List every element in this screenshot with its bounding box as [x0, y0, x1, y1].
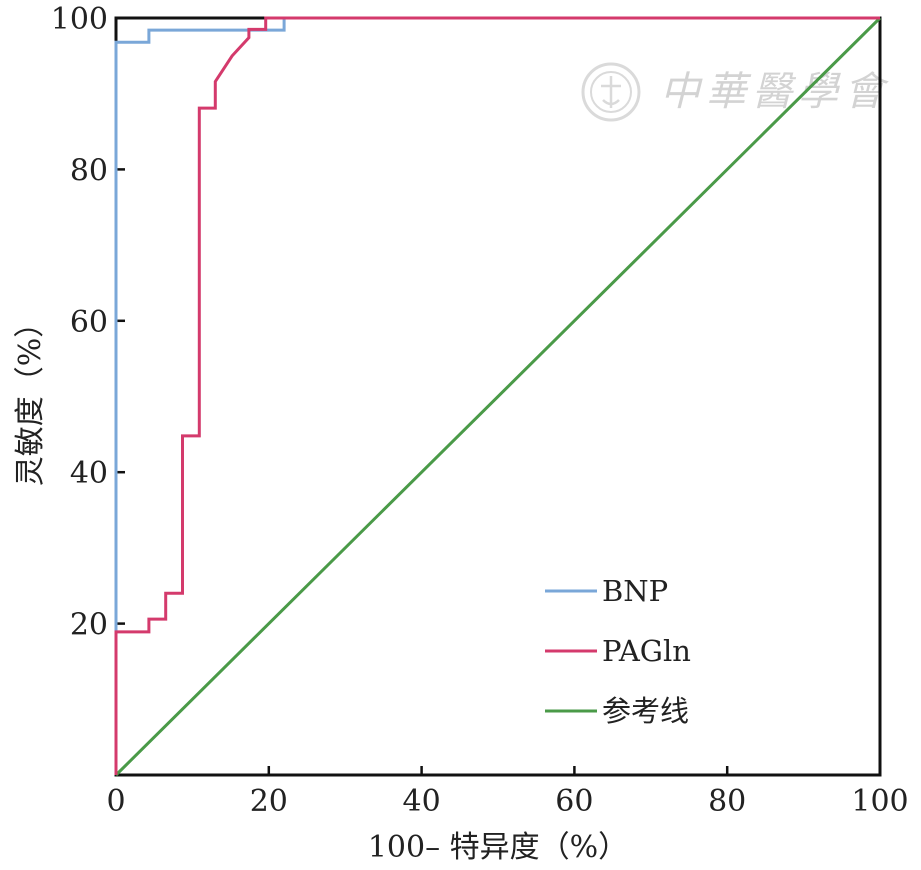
series-lines — [114, 16, 882, 777]
y-tick-label: 60 — [70, 305, 108, 340]
series-line-pagln — [114, 16, 880, 775]
legend: BNP PAGln 参考线 — [545, 574, 691, 728]
legend-label: PAGln — [602, 634, 691, 668]
y-axis-title: 灵敏度（%） — [13, 308, 48, 487]
legend-label: 参考线 — [602, 694, 689, 728]
watermark-text: 中華醫學會 — [660, 69, 890, 115]
x-tick-labels: 0 20 40 60 80 100 — [106, 784, 908, 819]
watermark: 中華醫學會 — [581, 62, 890, 122]
x-tick-label: 20 — [250, 784, 288, 819]
y-tick-labels: 20 40 60 80 100 — [51, 2, 108, 643]
series-line-reference — [114, 16, 882, 777]
series-line-bnp — [114, 16, 880, 775]
x-tick-label: 60 — [555, 784, 593, 819]
y-tick-label: 40 — [70, 456, 108, 491]
x-tick-label: 0 — [106, 784, 125, 819]
legend-label: BNP — [602, 574, 668, 608]
watermark-seal-icon — [581, 62, 641, 122]
y-tick-label: 100 — [51, 2, 108, 37]
y-tick-label: 20 — [70, 608, 108, 643]
x-tick-label: 80 — [708, 784, 746, 819]
x-tick-label: 40 — [403, 784, 441, 819]
x-axis-title: 100– 特异度（%） — [368, 830, 628, 865]
y-tick-label: 80 — [70, 153, 108, 188]
x-tick-label: 100 — [851, 784, 908, 819]
